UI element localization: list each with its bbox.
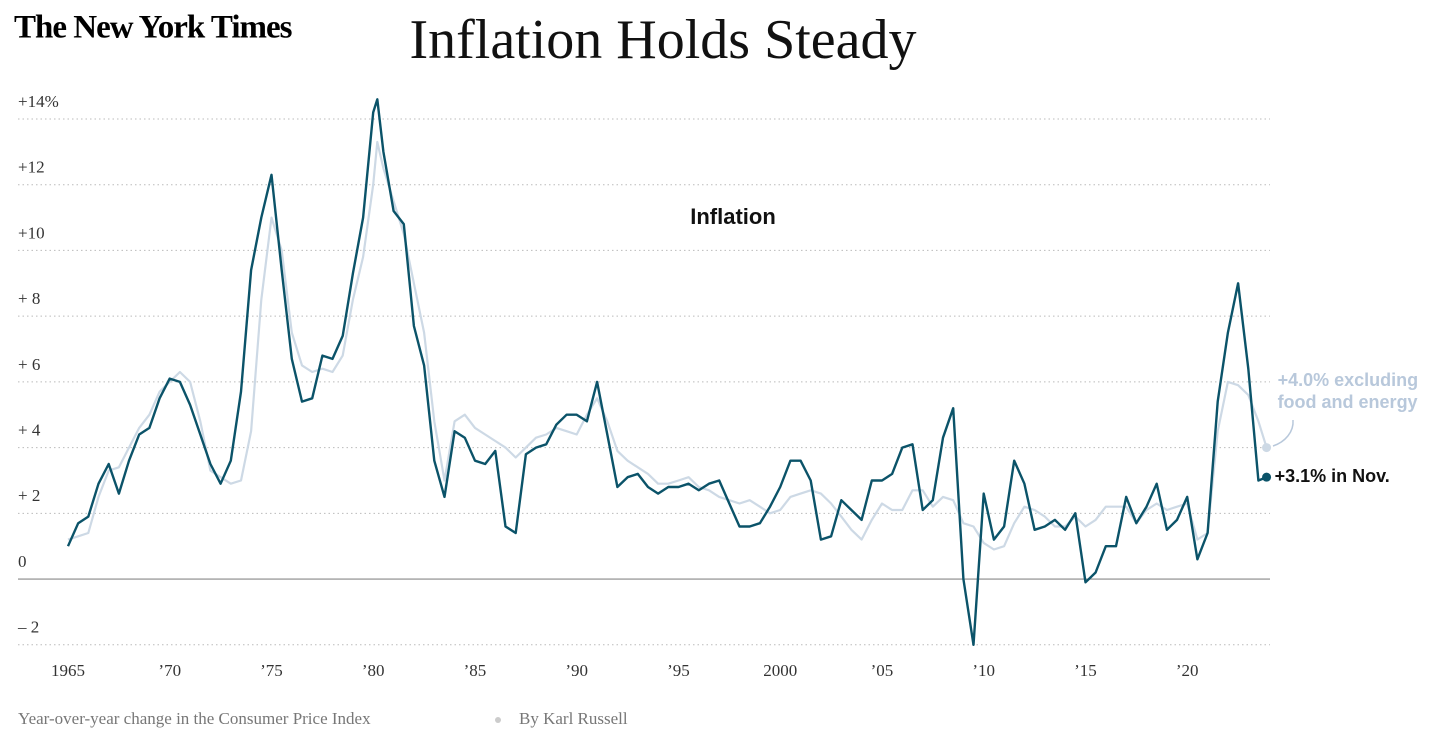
y-tick-label: +14% xyxy=(18,92,59,111)
annotation: food and energy xyxy=(1278,392,1418,412)
subtitle: Year-over-year change in the Consumer Pr… xyxy=(18,709,371,728)
end-dot xyxy=(1262,443,1272,453)
x-tick-label: ’85 xyxy=(464,661,487,680)
chart-title: Inflation Holds Steady xyxy=(409,9,916,71)
x-tick-label: ’75 xyxy=(260,661,283,680)
y-tick-label: + 2 xyxy=(18,486,40,505)
logo: The New York Times xyxy=(14,10,293,46)
x-tick-label: 2000 xyxy=(763,661,797,680)
x-tick-label: 1965 xyxy=(51,661,85,680)
x-tick-label: ’20 xyxy=(1176,661,1199,680)
y-tick-label: + 6 xyxy=(18,355,40,374)
x-tick-label: ’95 xyxy=(667,661,690,680)
annotation: +3.1% in Nov. xyxy=(1275,466,1390,486)
x-tick-label: ’70 xyxy=(158,661,181,680)
end-dot xyxy=(1262,472,1272,482)
annotation-arrow xyxy=(1272,419,1294,447)
y-tick-label: + 4 xyxy=(18,421,41,440)
separator-dot xyxy=(495,717,501,723)
x-tick-label: ’15 xyxy=(1074,661,1097,680)
byline: By Karl Russell xyxy=(519,709,628,728)
y-tick-label: +10 xyxy=(18,223,45,242)
y-tick-label: + 8 xyxy=(18,289,40,308)
series-label: Inflation xyxy=(690,204,776,229)
x-tick-label: ’80 xyxy=(362,661,385,680)
x-tick-label: ’90 xyxy=(565,661,588,680)
line xyxy=(66,98,1268,646)
x-tick-label: ’10 xyxy=(972,661,995,680)
y-tick-label: +12 xyxy=(18,158,45,177)
annotation: +4.0% excluding xyxy=(1278,370,1419,390)
x-tick-label: ’05 xyxy=(871,661,894,680)
y-tick-label: 0 xyxy=(18,552,27,571)
y-tick-label: – 2 xyxy=(17,618,39,637)
